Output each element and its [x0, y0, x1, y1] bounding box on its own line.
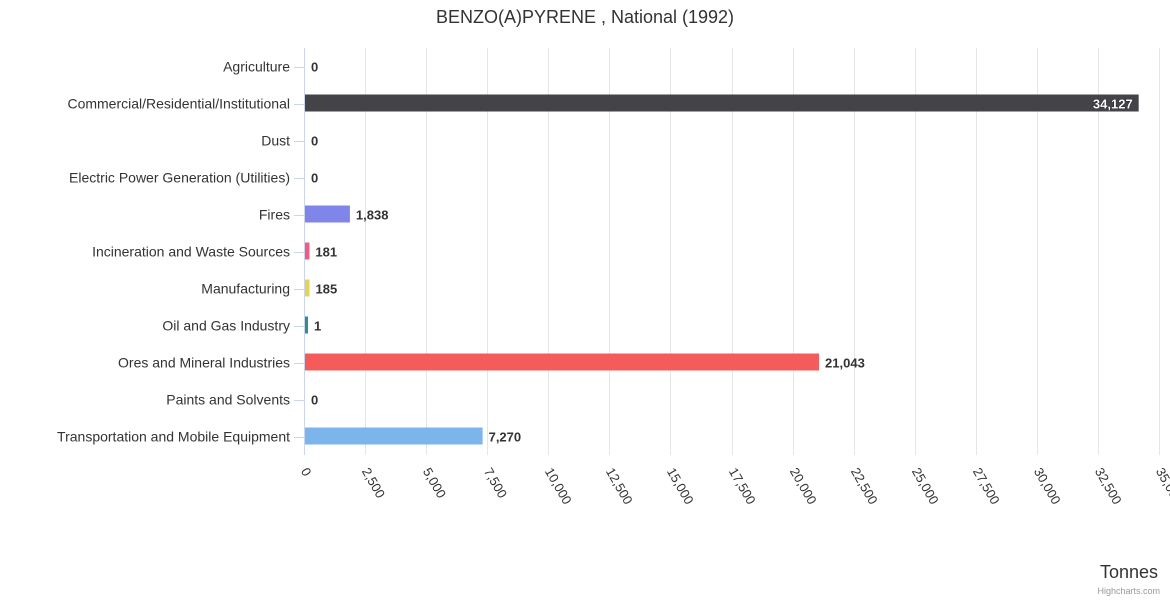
credits-link[interactable]: Highcharts.com [1097, 586, 1160, 596]
bar [305, 353, 820, 371]
data-label: 1 [314, 319, 321, 334]
chart-title: BENZO(A)PYRENE , National (1992) [435, 7, 735, 27]
value-tick-label: 30,000 [1031, 465, 1064, 507]
bar [305, 94, 1139, 112]
value-tick-label: 15,000 [664, 465, 697, 507]
category-label: Dust [261, 133, 290, 149]
category-label: Transportation and Mobile Equipment [57, 429, 290, 445]
bar [305, 427, 483, 445]
value-tick-label: 10,000 [542, 465, 575, 507]
data-label: 185 [316, 282, 338, 297]
data-label: 7,270 [489, 430, 522, 445]
value-tick-label: 0 [298, 465, 315, 479]
data-label: 0 [311, 134, 318, 149]
category-label: Manufacturing [201, 281, 290, 297]
value-tick-label: 22,500 [848, 465, 881, 507]
value-tick-label: 17,500 [726, 465, 759, 507]
value-tick-label: 2,500 [359, 465, 388, 501]
category-label: Agriculture [223, 59, 290, 75]
bar [305, 316, 308, 334]
value-tick-label: 20,000 [787, 465, 820, 507]
bar [305, 279, 310, 297]
category-label: Oil and Gas Industry [162, 318, 290, 334]
data-label: 0 [311, 171, 318, 186]
category-label: Fires [259, 207, 290, 223]
data-label: 1,838 [356, 208, 389, 223]
value-tick-label: 32,500 [1092, 465, 1125, 507]
data-label: 0 [311, 393, 318, 408]
data-label: 21,043 [825, 356, 865, 371]
bar [305, 242, 310, 260]
data-label: 34,127 [1093, 97, 1133, 112]
category-label: Incineration and Waste Sources [92, 244, 290, 260]
value-tick-label: 12,500 [603, 465, 636, 507]
value-tick-label: 25,000 [909, 465, 942, 507]
category-label: Paints and Solvents [166, 392, 290, 408]
value-tick-label: 27,500 [970, 465, 1003, 507]
data-label: 181 [315, 245, 337, 260]
value-axis-title: Tonnes [1099, 562, 1158, 582]
value-tick-label: 35,000 [1153, 465, 1170, 507]
bar [305, 205, 350, 223]
value-tick-label: 7,500 [481, 465, 510, 501]
category-label: Electric Power Generation (Utilities) [69, 170, 290, 186]
data-label: 0 [311, 60, 318, 75]
value-tick-label: 5,000 [420, 465, 449, 501]
category-label: Commercial/Residential/Institutional [67, 96, 290, 112]
category-label: Ores and Mineral Industries [118, 355, 290, 371]
